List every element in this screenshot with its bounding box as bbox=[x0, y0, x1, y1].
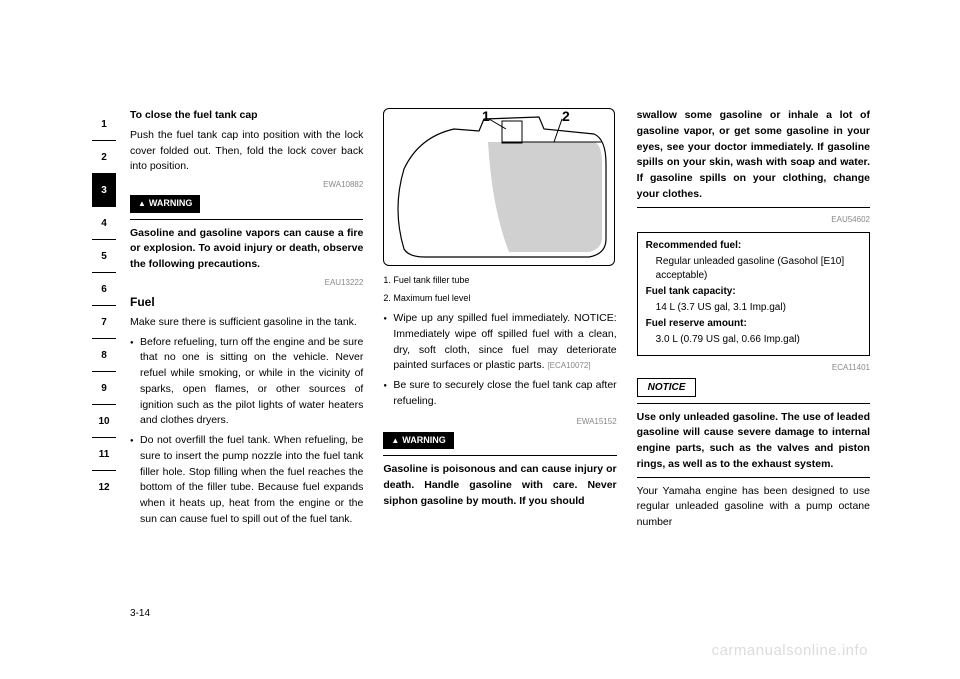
diagram-label-1: 1 bbox=[482, 109, 490, 124]
c3-end-warning-rule bbox=[637, 207, 870, 208]
tab-7[interactable]: 7 bbox=[92, 306, 116, 339]
tab-10[interactable]: 10 bbox=[92, 405, 116, 438]
c1-fuel-intro: Make sure there is sufficient gasoline i… bbox=[130, 315, 363, 331]
c3-end-notice-rule bbox=[637, 477, 870, 478]
c2-warning-text: Gasoline is poisonous and can cause inju… bbox=[383, 462, 616, 509]
c1-warning-text: Gasoline and gasoline vapors can cause a… bbox=[130, 226, 363, 273]
tab-4[interactable]: 4 bbox=[92, 207, 116, 240]
c2-bullet-2: Be sure to securely close the fuel tank … bbox=[383, 378, 616, 410]
diagram-caption-2: 2. Maximum fuel level bbox=[383, 292, 616, 306]
tab-3[interactable]: 3 bbox=[92, 174, 116, 207]
page-number: 3-14 bbox=[130, 608, 150, 619]
c1-heading-close-cap: To close the fuel tank cap bbox=[130, 108, 363, 124]
warning-rule-2 bbox=[383, 455, 616, 456]
column-1: To close the fuel tank cap Push the fuel… bbox=[130, 108, 363, 548]
column-3: swallow some gasoline or inhale a lot of… bbox=[637, 108, 870, 548]
c2-bullet-1: Wipe up any spilled fuel immediately. NO… bbox=[383, 311, 616, 374]
tab-9[interactable]: 9 bbox=[92, 372, 116, 405]
c2-code-warn: EWA15152 bbox=[383, 416, 616, 428]
notice-rule bbox=[637, 403, 870, 404]
notice-badge: NOTICE bbox=[637, 378, 697, 397]
tab-11[interactable]: 11 bbox=[92, 438, 116, 471]
diagram-label-2: 2 bbox=[562, 109, 570, 124]
fuel-spec-box: Recommended fuel: Regular unleaded gasol… bbox=[637, 232, 870, 356]
fuel-tank-diagram: 1 2 bbox=[383, 108, 615, 266]
fuel-cap-value: 14 L (3.7 US gal, 3.1 Imp.gal) bbox=[646, 301, 861, 315]
warning-badge-2: WARNING bbox=[383, 432, 453, 450]
fuel-res-value: 3.0 L (0.79 US gal, 0.66 Imp.gal) bbox=[646, 333, 861, 347]
diagram-svg: 1 2 bbox=[384, 109, 616, 267]
c1-bullet-2: Do not overfill the fuel tank. When refu… bbox=[130, 433, 363, 528]
diagram-caption-1: 1. Fuel tank filler tube bbox=[383, 274, 616, 288]
tab-6[interactable]: 6 bbox=[92, 273, 116, 306]
warning-rule bbox=[130, 219, 363, 220]
footer-watermark: carmanualsonline.info bbox=[712, 642, 868, 659]
fuel-res-label: Fuel reserve amount: bbox=[646, 317, 861, 331]
warning-badge: WARNING bbox=[130, 195, 200, 213]
fuel-rec-label: Recommended fuel: bbox=[646, 239, 861, 253]
c1-code-warn: EWA10882 bbox=[130, 179, 363, 191]
chapter-tabs: 1 2 3 4 5 6 7 8 9 10 11 12 bbox=[92, 108, 116, 504]
fuel-cap-label: Fuel tank capacity: bbox=[646, 285, 861, 299]
tab-12[interactable]: 12 bbox=[92, 471, 116, 504]
tab-5[interactable]: 5 bbox=[92, 240, 116, 273]
column-2: 1 2 1. Fuel tank filler tube 2. Maximum … bbox=[383, 108, 616, 548]
c1-code-fuel: EAU13222 bbox=[130, 277, 363, 289]
c1-bullet-1: Before refueling, turn off the engine an… bbox=[130, 335, 363, 430]
c3-code-notice: ECA11401 bbox=[637, 362, 870, 374]
page-content: To close the fuel tank cap Push the fuel… bbox=[130, 108, 870, 548]
c1-close-cap-text: Push the fuel tank cap into position wit… bbox=[130, 128, 363, 175]
c3-last-para: Your Yamaha engine has been designed to … bbox=[637, 484, 870, 531]
c3-code-fuelbox: EAU54602 bbox=[637, 214, 870, 226]
c3-warning-cont: swallow some gasoline or inhale a lot of… bbox=[637, 108, 870, 203]
tab-2[interactable]: 2 bbox=[92, 141, 116, 174]
tab-1[interactable]: 1 bbox=[92, 108, 116, 141]
fuel-rec-value: Regular unleaded gasoline (Gasohol [E10]… bbox=[646, 255, 861, 283]
tab-8[interactable]: 8 bbox=[92, 339, 116, 372]
c1-fuel-heading: Fuel bbox=[130, 293, 363, 311]
c3-notice-text: Use only unleaded gasoline. The use of l… bbox=[637, 410, 870, 473]
